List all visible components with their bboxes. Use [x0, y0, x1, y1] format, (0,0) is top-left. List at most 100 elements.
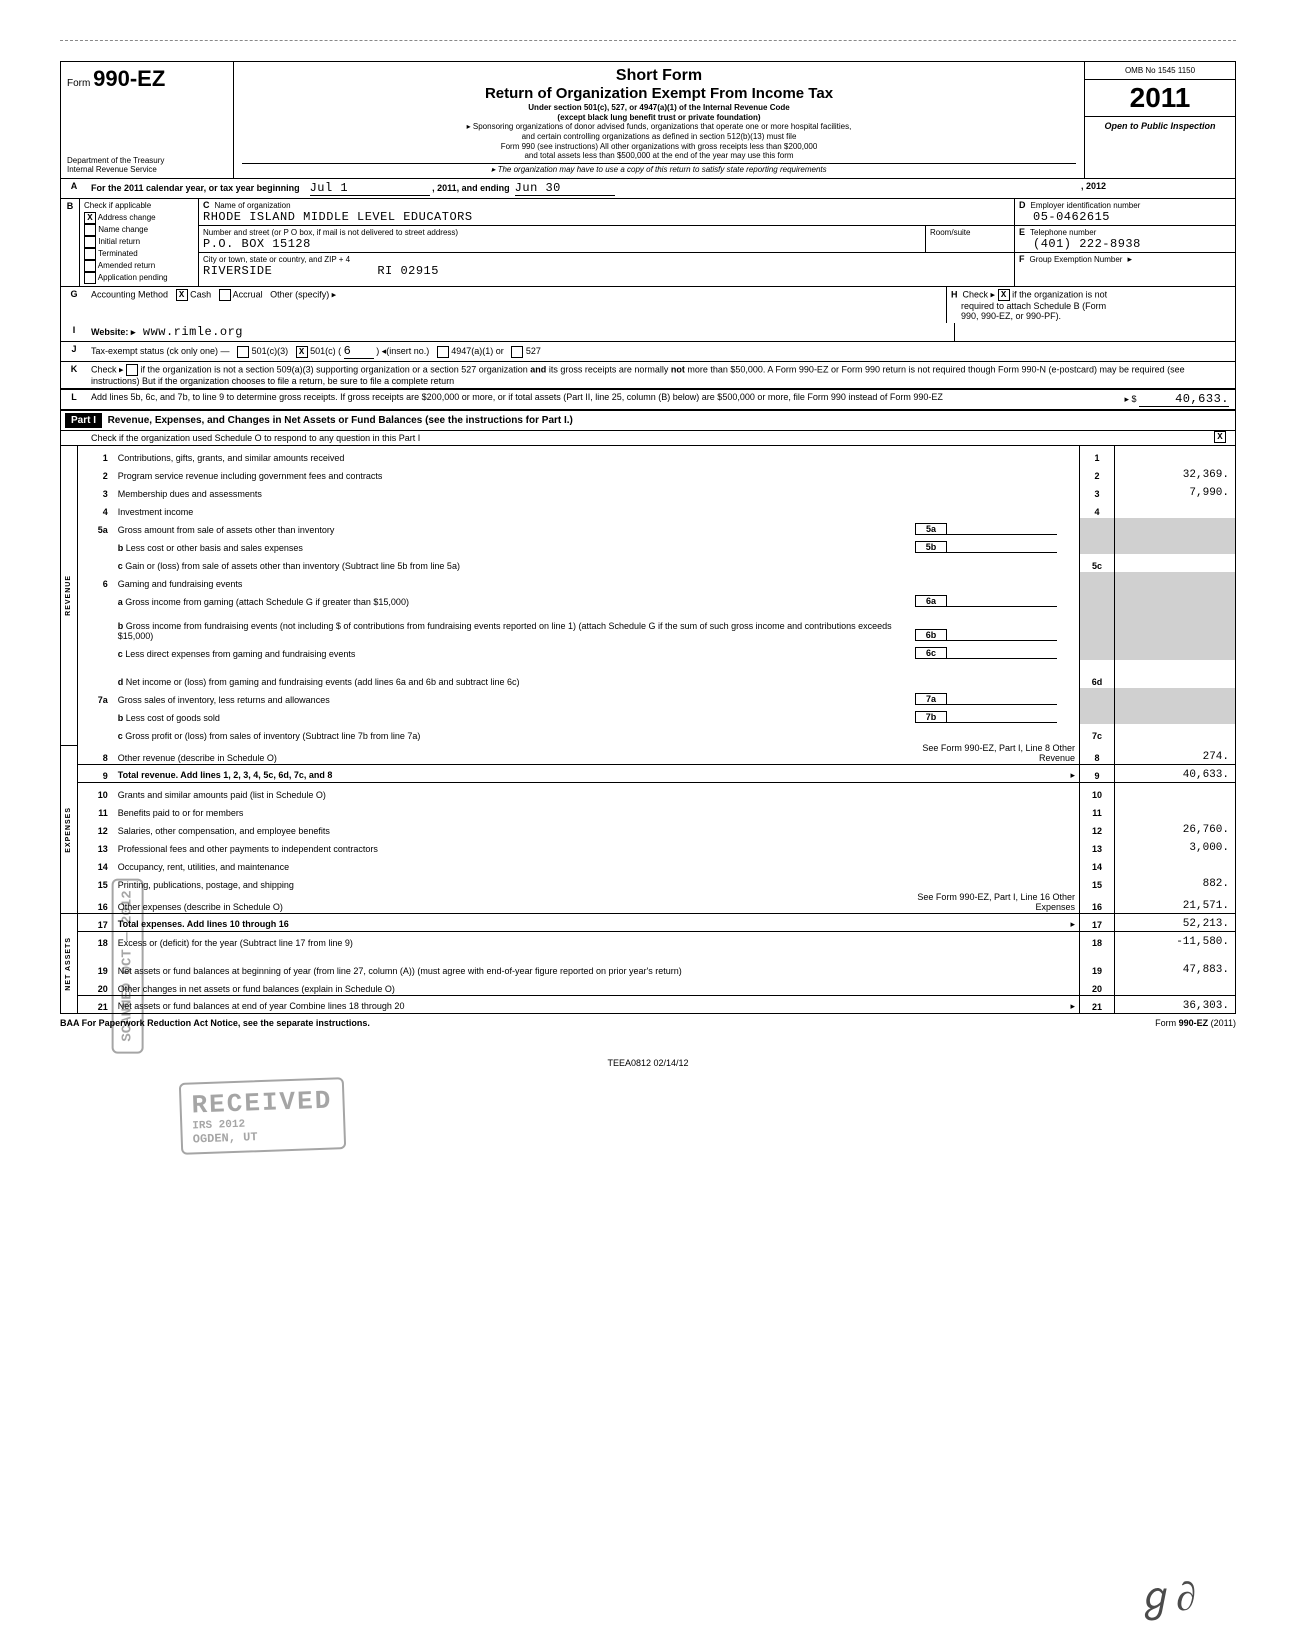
line-11: 11Benefits paid to or for members11	[78, 801, 1235, 819]
check-4947[interactable]	[437, 346, 449, 358]
l-arrow: ▸ $	[1124, 394, 1136, 404]
line-7a: 7aGross sales of inventory, less returns…	[78, 688, 1235, 706]
line-6b: b Gross income from fundraising events (…	[78, 608, 1235, 642]
line-17: 17Total expenses. Add lines 10 through 1…	[78, 913, 1235, 931]
line-7c: c Gross profit or (loss) from sales of i…	[78, 724, 1235, 742]
footer-right: Form 990-EZ (2011)	[1155, 1018, 1236, 1028]
h-text1: Check ▸	[963, 290, 996, 300]
line-5b: b Less cost or other basis and sales exp…	[78, 536, 1235, 554]
part1-label: Part I	[65, 413, 102, 428]
line-i: I Website: ▸ www.rimle.org	[61, 323, 1235, 341]
j-insert: 6	[344, 344, 374, 359]
check-name-change[interactable]	[84, 224, 96, 236]
line-18: 18Excess or (deficit) for the year (Subt…	[78, 931, 1235, 949]
check-cash[interactable]: X	[176, 289, 188, 301]
g-cash: Cash	[190, 290, 211, 300]
d-heading: Employer identification number	[1031, 201, 1141, 210]
j-text: Tax-exempt status (ck only one) —	[91, 346, 230, 356]
footer-center: TEEA0812 02/14/12	[60, 1058, 1236, 1068]
opt-app-pending: Application pending	[98, 273, 168, 282]
label-e: E	[1019, 227, 1025, 237]
check-terminated[interactable]	[84, 248, 96, 260]
check-k[interactable]	[126, 364, 138, 376]
h-text4: 990, 990-EZ, or 990-PF).	[961, 311, 1061, 321]
line-2: 2Program service revenue including gover…	[78, 464, 1235, 482]
f-heading: Group Exemption Number	[1030, 255, 1123, 264]
check-501c3[interactable]	[237, 346, 249, 358]
label-d: D	[1019, 200, 1026, 210]
label-b: B	[61, 199, 80, 286]
check-schedule-o[interactable]: X	[1214, 431, 1226, 443]
check-app-pending[interactable]	[84, 272, 96, 284]
c-name-label: Name of organization	[215, 201, 291, 210]
form-header: Form 990-EZ Department of the Treasury I…	[61, 62, 1235, 179]
check-initial-return[interactable]	[84, 236, 96, 248]
dept-irs: Internal Revenue Service	[67, 166, 227, 175]
tax-year-begin: Jul 1	[310, 181, 430, 196]
subtitle5: Form 990 (see instructions) All other or…	[242, 142, 1076, 152]
footer: BAA For Paperwork Reduction Act Notice, …	[60, 1014, 1236, 1028]
label-g: G	[61, 287, 87, 323]
part1-body: REVENUE EXPENSES NET ASSETS 1Contributio…	[61, 446, 1235, 1013]
check-h[interactable]: X	[998, 289, 1010, 301]
b-heading: Check if applicable	[84, 201, 194, 210]
side-netassets: NET ASSETS	[65, 937, 72, 991]
check-527[interactable]	[511, 346, 523, 358]
line-14: 14Occupancy, rent, utilities, and mainte…	[78, 855, 1235, 873]
room-label: Room/suite	[930, 228, 970, 237]
open-to-public: Open to Public Inspection	[1085, 117, 1235, 135]
line-7b: b Less cost of goods sold7b	[78, 706, 1235, 724]
telephone: (401) 222-8938	[1019, 237, 1141, 251]
line-k: K Check ▸ if the organization is not a s…	[61, 362, 1235, 389]
j-501c3: 501(c)(3)	[252, 346, 289, 356]
line-5c: c Gain or (loss) from sale of assets oth…	[78, 554, 1235, 572]
j-4947: 4947(a)(1) or	[451, 346, 504, 356]
check-501c[interactable]: X	[296, 346, 308, 358]
line-15: 15Printing, publications, postage, and s…	[78, 873, 1235, 891]
omb-number: OMB No 1545 1150	[1085, 62, 1235, 80]
l-text: Add lines 5b, 6c, and 7b, to line 9 to d…	[91, 392, 943, 402]
ein: 05-0462615	[1019, 210, 1110, 224]
i-text: Website: ▸	[91, 327, 135, 337]
check-address-change[interactable]: X	[84, 212, 96, 224]
g-text: Accounting Method	[91, 290, 168, 300]
signature: ℊ∂	[1136, 1564, 1196, 1622]
subtitle7: ▸ The organization may have to use a cop…	[491, 165, 826, 174]
line-4: 4Investment income4	[78, 500, 1235, 518]
tax-year-end: Jun 30	[515, 181, 615, 196]
c-addr-label: Number and street (or P O box, if mail i…	[203, 228, 458, 237]
line-9: 9Total revenue. Add lines 1, 2, 3, 4, 5c…	[78, 765, 1235, 783]
line-a-mid: , 2011, and ending	[432, 183, 510, 193]
line-3: 3Membership dues and assessments37,990.	[78, 482, 1235, 500]
footer-left: BAA For Paperwork Reduction Act Notice, …	[60, 1018, 370, 1028]
label-a: A	[61, 179, 87, 198]
line-6a: a Gross income from gaming (attach Sched…	[78, 590, 1235, 608]
check-accrual[interactable]	[219, 289, 231, 301]
gross-receipts: 40,633.	[1139, 392, 1229, 407]
subtitle1: Under section 501(c), 527, or 4947(a)(1)…	[528, 103, 789, 112]
subtitle4: and certain controlling organizations as…	[242, 132, 1076, 142]
entity-block: B Check if applicable X Address change N…	[61, 199, 1235, 287]
g-other: Other (specify) ▸	[270, 290, 336, 300]
subtitle6: and total assets less than $500,000 at t…	[242, 151, 1076, 161]
line-a-endyear: , 2012	[1081, 181, 1106, 191]
header-left: Form 990-EZ Department of the Treasury I…	[61, 62, 234, 178]
line-j: J Tax-exempt status (ck only one) — 501(…	[61, 341, 1235, 362]
label-j: J	[61, 342, 87, 361]
line-21: 21Net assets or fund balances at end of …	[78, 995, 1235, 1013]
label-i: I	[61, 323, 87, 341]
c-city-label: City or town, state or country, and ZIP …	[203, 255, 350, 264]
org-state-zip: RI 02915	[377, 264, 439, 278]
j-insertno: ) ◂(insert no.)	[376, 346, 429, 356]
label-c: C	[203, 200, 210, 210]
line-20: 20Other changes in net assets or fund ba…	[78, 977, 1235, 995]
line-l: L Add lines 5b, 6c, and 7b, to line 9 to…	[61, 389, 1235, 410]
line-12: 12Salaries, other compensation, and empl…	[78, 819, 1235, 837]
form-number: 990-EZ	[93, 66, 165, 91]
check-amended[interactable]	[84, 260, 96, 272]
opt-address-change: Address change	[98, 213, 156, 222]
j-501c: 501(c) (	[310, 346, 341, 356]
line-19: 19Net assets or fund balances at beginni…	[78, 949, 1235, 977]
website: www.rimle.org	[143, 325, 243, 339]
f-arrow: ▸	[1127, 254, 1132, 264]
